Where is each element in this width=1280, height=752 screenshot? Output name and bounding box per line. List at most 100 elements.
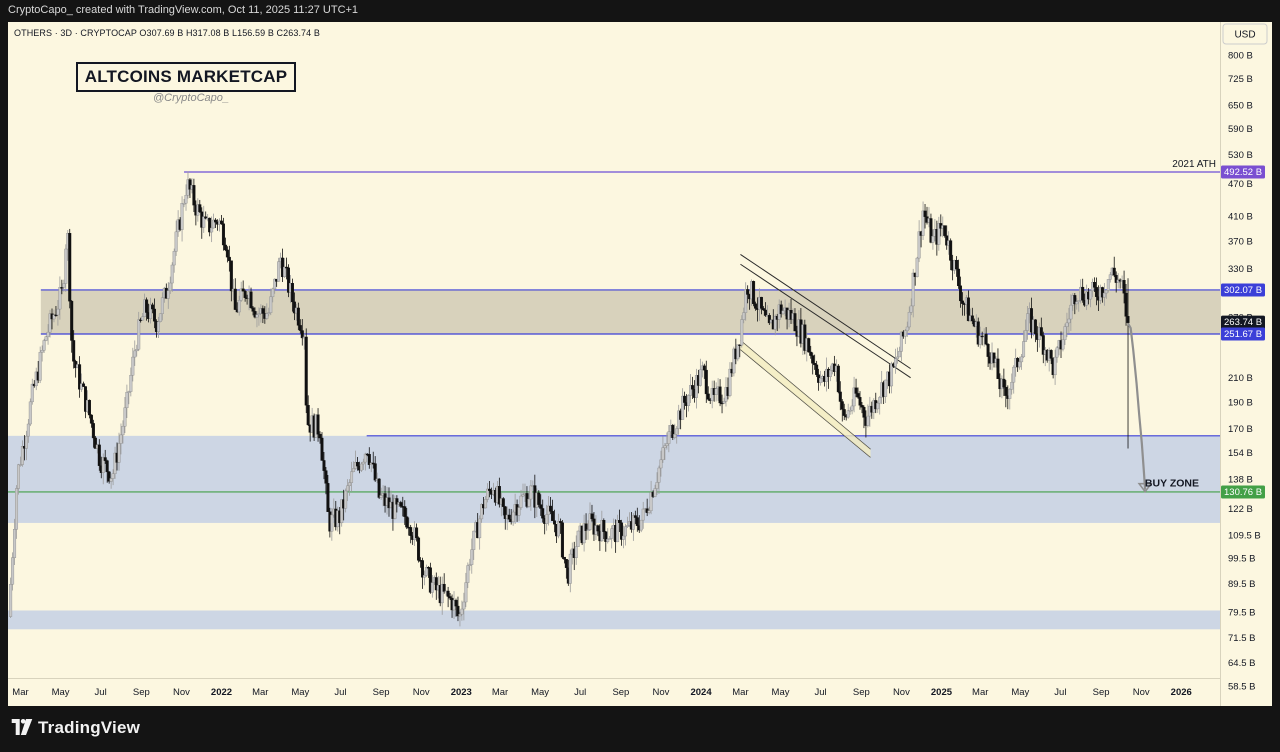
candle-body-407 (811, 355, 815, 364)
candle-body-24 (56, 308, 60, 316)
candle-body-128 (261, 308, 265, 314)
candle-body-15 (38, 351, 42, 381)
candle-body-508 (1010, 381, 1014, 390)
candle-body-146 (296, 307, 300, 326)
candle-body-136 (277, 261, 281, 282)
candle-body-35 (78, 364, 82, 390)
candle-body-481 (957, 268, 961, 287)
candle-body-350 (698, 369, 702, 386)
candle-body-11 (30, 383, 34, 403)
candle-body-509 (1012, 366, 1016, 383)
candle-body-353 (704, 369, 708, 395)
time-tick-label: 2022 (211, 687, 232, 698)
price-tick-label: 410 B (1228, 212, 1253, 223)
candle-body-56 (119, 434, 123, 444)
candle-body-474 (943, 225, 947, 236)
candle-body-0 (9, 584, 13, 617)
candle-body-268 (537, 492, 541, 505)
candle-body-457 (909, 305, 913, 313)
candle-body-391 (779, 304, 783, 315)
candle-body-3 (15, 488, 19, 530)
candle-body-416 (828, 370, 832, 377)
candle-body-294 (588, 513, 592, 530)
candle-body-101 (208, 217, 212, 233)
candle-body-235 (472, 530, 476, 550)
candle-body-536 (1065, 322, 1069, 327)
candle-body-38 (84, 386, 88, 412)
price-tick-label: 58.5 B (1228, 682, 1255, 693)
candle-body-309 (618, 520, 622, 523)
candle-body-274 (549, 505, 553, 512)
candle-body-352 (702, 365, 706, 371)
time-tick-label: Mar (492, 687, 508, 698)
candle-body-170 (344, 490, 348, 509)
candle-body-282 (564, 559, 568, 568)
candle-body-496 (986, 343, 990, 357)
candle-body-28 (64, 248, 68, 284)
candle-body-151 (306, 405, 310, 426)
chart-frame[interactable]: 2021 ATH BUY ZONE USD 800 B 725 B 650 B 590 … (8, 22, 1272, 706)
time-tick-label: 2025 (931, 687, 953, 698)
time-tick-label: Sep (612, 687, 629, 698)
price-tag-3 (1221, 327, 1265, 341)
price-tick-label: 800 B (1228, 50, 1253, 61)
candle-body-91 (188, 179, 192, 190)
candle-body-222 (446, 590, 450, 597)
candle-body-501 (996, 358, 1000, 379)
candle-body-411 (819, 378, 823, 383)
time-tick-label: Jul (815, 687, 827, 698)
candle-body-378 (754, 303, 758, 309)
candle-body-4 (16, 464, 20, 489)
candle-body-388 (773, 315, 777, 330)
candle-body-226 (454, 600, 458, 607)
candle-body-342 (683, 395, 687, 403)
candle-body-304 (608, 538, 612, 540)
candle-body-538 (1069, 304, 1073, 320)
candle-body-17 (42, 340, 46, 351)
candle-body-528 (1049, 350, 1053, 359)
candle-body-216 (434, 577, 438, 591)
time-tick-label: 2023 (451, 687, 472, 698)
candle-body-555 (1102, 292, 1106, 298)
candle-body-19 (46, 331, 50, 337)
candle-body-187 (377, 478, 381, 498)
candle-body-52 (111, 473, 115, 479)
candle-body-471 (937, 223, 941, 245)
candle-body-524 (1041, 335, 1045, 355)
candle-body-435 (866, 415, 870, 426)
zone-2 (8, 610, 1220, 630)
price-tick-label: 590 B (1228, 124, 1253, 135)
candle-body-360 (718, 386, 722, 404)
candle-body-163 (330, 514, 334, 532)
price-tag-0 (1221, 165, 1265, 179)
candle-body-298 (596, 525, 600, 532)
attribution-text: CryptoCapo_ created with TradingView.com… (8, 4, 359, 16)
chart-plot[interactable]: 2021 ATH BUY ZONE USD 800 B 725 B 650 B 590 … (8, 22, 1272, 706)
candle-body-93 (192, 185, 196, 206)
candle-body-62 (131, 356, 135, 376)
time-tick-label: Sep (1093, 687, 1110, 698)
candle-body-512 (1018, 361, 1022, 368)
candle-body-542 (1077, 300, 1081, 303)
candle-body-84 (174, 231, 178, 252)
candle-body-551 (1094, 287, 1098, 297)
candle-body-209 (420, 560, 424, 578)
candle-body-482 (959, 285, 963, 302)
candle-body-131 (267, 312, 271, 314)
candle-body-287 (574, 546, 578, 558)
time-tick-label: Jul (574, 687, 586, 698)
attribution-bar: CryptoCapo_ created with TradingView.com… (0, 0, 1280, 22)
candle-body-80 (166, 290, 170, 299)
candle-body-64 (135, 349, 139, 352)
candle-body-408 (813, 363, 817, 366)
candle-body-320 (639, 519, 643, 531)
candle-body-302 (604, 531, 608, 542)
candle-body-331 (661, 447, 665, 461)
candle-body-180 (363, 453, 367, 463)
time-tick-label: Sep (853, 687, 870, 698)
candle-body-211 (424, 566, 428, 576)
zone-1 (8, 435, 1220, 523)
time-tick-label: Jul (334, 687, 346, 698)
candle-body-507 (1008, 389, 1012, 399)
